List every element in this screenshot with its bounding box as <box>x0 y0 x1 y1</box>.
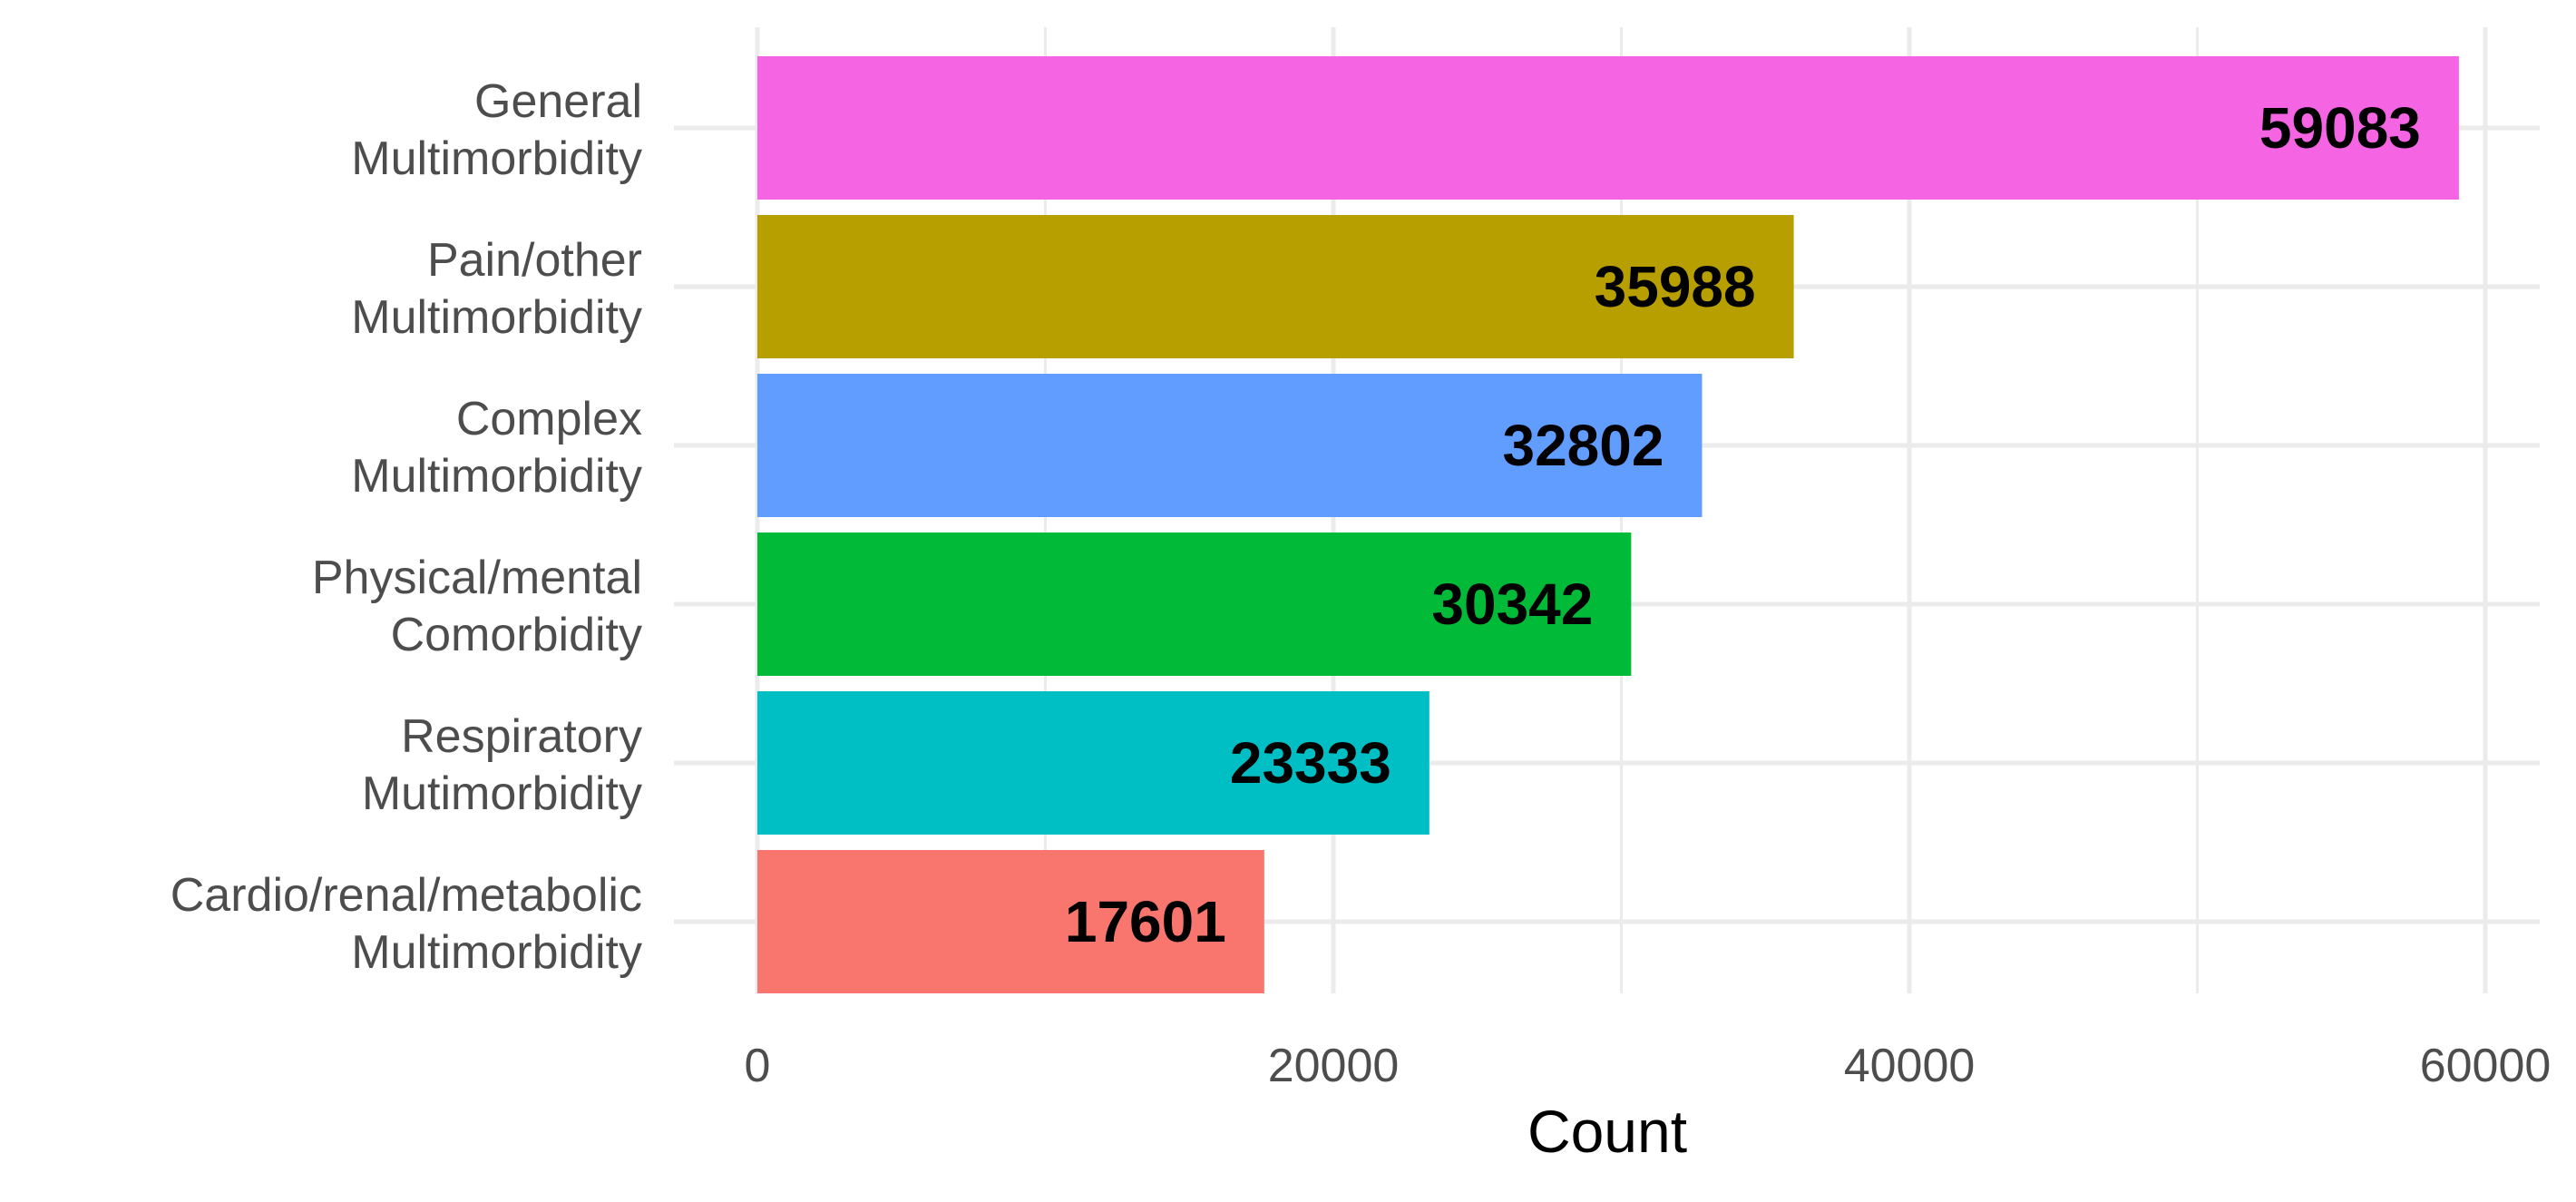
x-axis-title: Count <box>1527 1098 1687 1165</box>
x-tick-labels: 0 20000 40000 60000 <box>745 1040 2552 1092</box>
x-tick-label: 20000 <box>1268 1040 1400 1092</box>
bar <box>757 533 1632 676</box>
bar <box>757 374 1703 517</box>
bar-value-label: 23333 <box>1230 730 1391 796</box>
category-label: Cardio/renal/metabolic Multimorbidity <box>171 869 642 979</box>
bar <box>757 850 1264 993</box>
bar-value-label: 17601 <box>1065 889 1226 954</box>
bar <box>757 215 1794 358</box>
bar <box>757 56 2459 200</box>
category-label: General Multimorbidity <box>351 75 642 185</box>
bar-value-label: 35988 <box>1595 254 1756 319</box>
bar-value-label: 30342 <box>1431 572 1593 637</box>
category-label: Physical/mental Comorbidity <box>312 552 642 661</box>
bar <box>757 691 1429 835</box>
x-tick-label: 0 <box>745 1040 771 1092</box>
x-tick-label: 60000 <box>2420 1040 2552 1092</box>
category-label: Respiratory Mutimorbidity <box>362 710 642 820</box>
category-label: Pain/other Multimorbidity <box>351 234 642 344</box>
bar-value-label: 32802 <box>1502 413 1664 478</box>
category-label: Complex Multimorbidity <box>351 393 642 503</box>
category-labels: General Multimorbidity Pain/other Multimorb… <box>171 75 642 979</box>
bars <box>757 56 2459 993</box>
x-tick-label: 40000 <box>1844 1040 1976 1092</box>
bar-value-label: 59083 <box>2259 95 2421 161</box>
data-labels: 59083 35988 32802 30342 23333 17601 <box>1065 95 2421 954</box>
